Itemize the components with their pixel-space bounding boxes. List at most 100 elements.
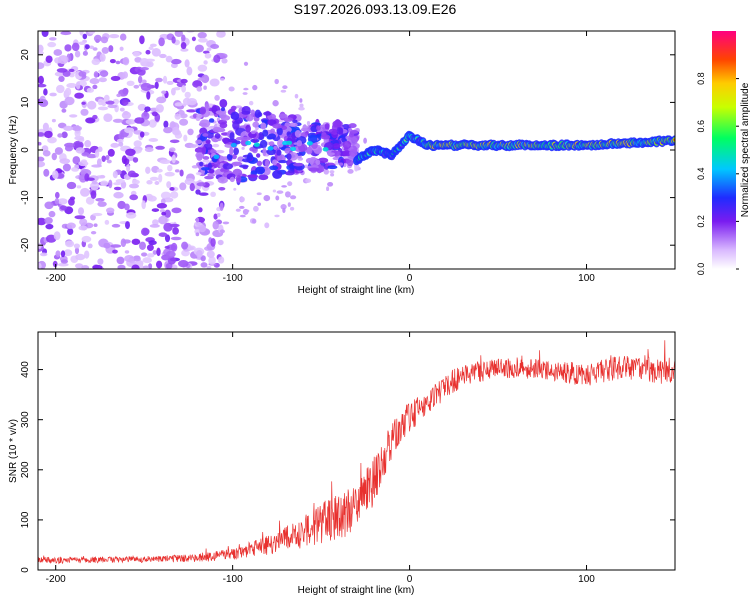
spectrogram-cell bbox=[217, 239, 224, 246]
spectrogram-cell bbox=[38, 262, 42, 269]
spectrogram-cell bbox=[215, 110, 227, 115]
spectrogram-cell bbox=[122, 71, 129, 79]
spectrogram-cell bbox=[122, 57, 130, 66]
y-tick-label: 200 bbox=[20, 461, 31, 478]
spectrogram-cell bbox=[97, 258, 104, 265]
spectrogram-cell bbox=[329, 170, 335, 174]
spectrogram-cell bbox=[280, 89, 287, 93]
spectrogram-x-ticks: -200 -100 0 100 bbox=[46, 31, 595, 284]
spectrogram-cell bbox=[56, 68, 68, 73]
spectrogram-cell bbox=[54, 71, 65, 77]
spectrogram-cell bbox=[112, 118, 124, 123]
spectrogram-cell bbox=[87, 243, 93, 249]
spectrogram-cell bbox=[169, 147, 176, 153]
colorbar-tick-label: 0.0 bbox=[696, 263, 706, 276]
spectrogram-cell bbox=[86, 87, 94, 93]
spectrogram-cell bbox=[324, 123, 330, 130]
spectrogram-cell bbox=[38, 242, 42, 249]
spectrogram-cell bbox=[141, 111, 150, 121]
spectrogram-cell bbox=[306, 141, 313, 146]
spectrogram-cell bbox=[155, 145, 165, 150]
spectrogram-cell bbox=[51, 118, 56, 123]
spectrogram-cell bbox=[84, 250, 90, 259]
spectrogram-cell bbox=[230, 105, 237, 111]
spectrogram-cell bbox=[81, 265, 90, 269]
spectrogram-cell bbox=[162, 75, 168, 84]
spectrogram-cell bbox=[38, 44, 44, 53]
spectrogram-cell bbox=[146, 253, 155, 258]
spectrogram-cell bbox=[72, 156, 81, 165]
spectrogram-cell bbox=[165, 55, 173, 63]
spectrogram-cell bbox=[71, 42, 80, 52]
spectrogram-cell bbox=[89, 78, 100, 85]
spectrogram-cell bbox=[264, 159, 270, 168]
spectrogram-cell bbox=[248, 100, 254, 106]
spectrogram-cell bbox=[151, 47, 161, 57]
spectrogram-cell bbox=[182, 97, 192, 106]
spectrogram-cell bbox=[195, 217, 200, 223]
spectrogram-cell bbox=[52, 170, 59, 180]
spectrogram-cell bbox=[126, 80, 135, 86]
spectrogram-cell bbox=[63, 249, 73, 257]
spectrogram-cell bbox=[290, 195, 297, 200]
y-tick-label: 300 bbox=[20, 411, 31, 428]
spectrogram-cell bbox=[201, 146, 207, 155]
spectrogram-cell bbox=[48, 210, 56, 218]
spectrogram-cell bbox=[292, 119, 298, 124]
spectrogram-cell bbox=[171, 207, 182, 214]
spectrogram-cell bbox=[332, 143, 341, 150]
x-tick-label: 100 bbox=[578, 273, 595, 284]
spectrogram-cell bbox=[241, 136, 251, 141]
spectrogram-cell bbox=[161, 90, 167, 95]
spectrogram-cell bbox=[92, 84, 98, 90]
spectrogram-cell bbox=[305, 178, 312, 183]
spectrogram-cell bbox=[212, 220, 219, 230]
spectrogram-cell bbox=[165, 250, 176, 258]
spectrogram-cell bbox=[66, 222, 76, 229]
spectrogram-cell bbox=[220, 115, 231, 121]
spectrogram-cell bbox=[306, 121, 311, 126]
spectrogram-cell bbox=[296, 140, 303, 147]
spectrogram-cell bbox=[164, 245, 170, 249]
spectrogram-cell bbox=[243, 87, 249, 91]
spectrogram-cell bbox=[315, 159, 321, 166]
spectrogram-cell bbox=[244, 209, 250, 213]
spectrogram-cell bbox=[264, 222, 270, 229]
spectrogram-cell bbox=[195, 139, 203, 145]
spectrogram-cell bbox=[300, 127, 310, 132]
spectrogram-cell bbox=[151, 208, 160, 212]
spectrogram-cell bbox=[250, 109, 256, 116]
spectrogram-cell bbox=[214, 132, 221, 139]
spectrogram-cell bbox=[77, 207, 85, 215]
spectrogram-cell bbox=[125, 221, 130, 230]
spectrogram-cell bbox=[197, 77, 206, 81]
colorbar-tick-label: 0.6 bbox=[696, 120, 706, 133]
spectrogram-cell bbox=[347, 168, 354, 174]
spectrogram-cell bbox=[257, 202, 262, 206]
spectrogram-cell bbox=[105, 154, 110, 161]
spectrogram-cell bbox=[93, 71, 99, 78]
spectrogram-cell bbox=[116, 138, 124, 143]
spectrogram-cell bbox=[152, 219, 159, 226]
spectrogram-cell bbox=[209, 78, 220, 87]
spectrogram-cell bbox=[117, 200, 126, 210]
spectrogram-cell bbox=[152, 250, 157, 255]
y-tick-label: 400 bbox=[20, 361, 31, 378]
spectrogram-cell bbox=[101, 46, 110, 54]
spectrogram-cell bbox=[39, 252, 48, 257]
spectrogram-cell bbox=[332, 120, 343, 128]
spectrogram-cell bbox=[284, 171, 295, 176]
spectrogram-cell bbox=[239, 214, 246, 218]
spectrogram-cell bbox=[111, 223, 121, 228]
spectrogram-cell bbox=[197, 31, 207, 39]
spectrogram-cell bbox=[205, 139, 211, 144]
spectrogram-cell bbox=[43, 168, 50, 177]
spectrogram-cell bbox=[206, 250, 215, 259]
spectrogram-cell bbox=[61, 108, 67, 113]
spectrogram-cell bbox=[222, 221, 230, 225]
spectrogram-cell bbox=[256, 160, 263, 167]
spectrogram-cell bbox=[159, 53, 167, 59]
spectrogram-cell bbox=[134, 56, 142, 63]
chart-title: S197.2026.093.13.09.E26 bbox=[294, 1, 457, 17]
